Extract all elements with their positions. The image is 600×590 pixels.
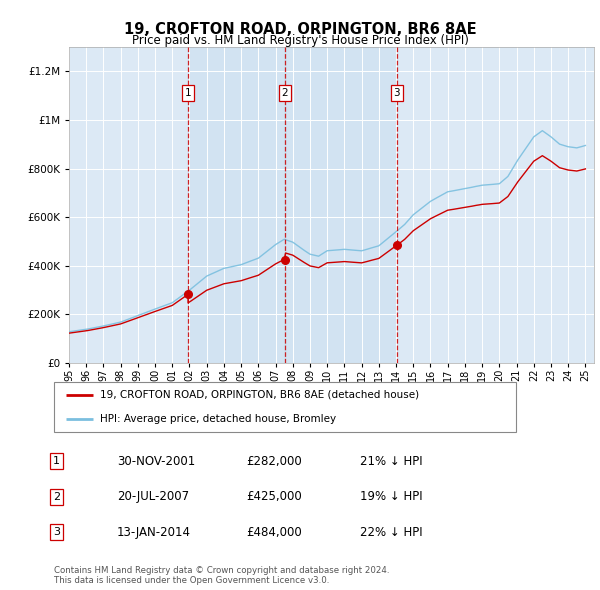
Bar xyxy=(188,47,285,363)
Text: HPI: Average price, detached house, Bromley: HPI: Average price, detached house, Brom… xyxy=(100,414,337,424)
Text: £282,000: £282,000 xyxy=(246,455,302,468)
Text: 21% ↓ HPI: 21% ↓ HPI xyxy=(360,455,422,468)
Text: £425,000: £425,000 xyxy=(246,490,302,503)
Text: 2: 2 xyxy=(281,88,288,98)
Text: Price paid vs. HM Land Registry's House Price Index (HPI): Price paid vs. HM Land Registry's House … xyxy=(131,34,469,47)
Text: £484,000: £484,000 xyxy=(246,526,302,539)
Text: Contains HM Land Registry data © Crown copyright and database right 2024.
This d: Contains HM Land Registry data © Crown c… xyxy=(54,566,389,585)
Text: 3: 3 xyxy=(394,88,400,98)
Text: 3: 3 xyxy=(53,527,60,537)
Bar xyxy=(285,47,397,363)
FancyBboxPatch shape xyxy=(54,382,516,432)
Text: 19% ↓ HPI: 19% ↓ HPI xyxy=(360,490,422,503)
Text: 22% ↓ HPI: 22% ↓ HPI xyxy=(360,526,422,539)
Text: 19, CROFTON ROAD, ORPINGTON, BR6 8AE: 19, CROFTON ROAD, ORPINGTON, BR6 8AE xyxy=(124,22,476,37)
Text: 1: 1 xyxy=(53,457,60,466)
Text: 30-NOV-2001: 30-NOV-2001 xyxy=(117,455,195,468)
Text: 19, CROFTON ROAD, ORPINGTON, BR6 8AE (detached house): 19, CROFTON ROAD, ORPINGTON, BR6 8AE (de… xyxy=(100,390,419,400)
Text: 2: 2 xyxy=(53,492,60,502)
Text: 13-JAN-2014: 13-JAN-2014 xyxy=(117,526,191,539)
Text: 1: 1 xyxy=(185,88,191,98)
Text: 20-JUL-2007: 20-JUL-2007 xyxy=(117,490,189,503)
